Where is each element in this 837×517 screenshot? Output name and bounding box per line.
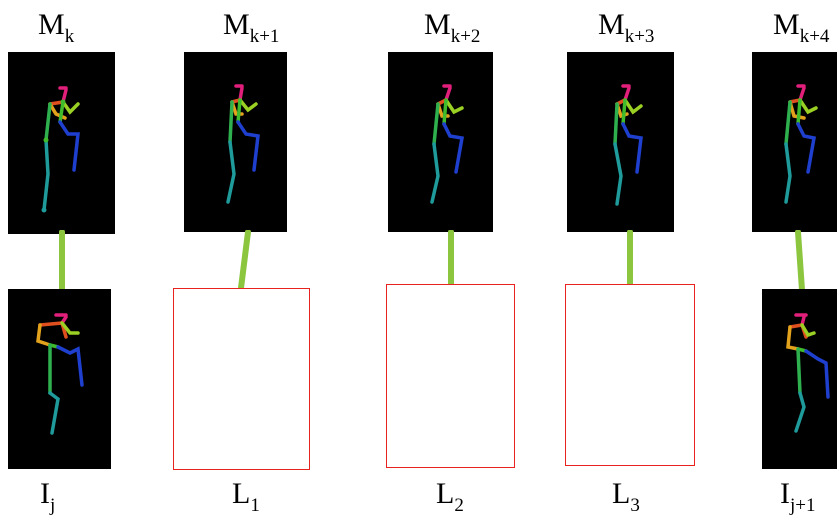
placeholder-frame-l3 [565, 284, 695, 466]
skeleton-pose-icon [430, 84, 465, 204]
skeleton-pose-icon [226, 84, 260, 204]
pose-panel-m-k4 [752, 52, 837, 232]
skeleton-pose-icon [36, 313, 84, 435]
label-l-3: L3 [612, 477, 640, 516]
placeholder-frame-l2 [386, 284, 515, 468]
pose-panel-i-j [8, 289, 111, 469]
skeleton-pose-icon [41, 86, 80, 213]
pose-panel-m-k [8, 52, 115, 234]
label-m-k: Mk [38, 8, 75, 47]
link-k-to-ij [59, 230, 65, 292]
pose-panel-m-k2 [388, 52, 493, 232]
link-k2-to-l2 [448, 230, 454, 286]
label-m-k1: Mk+1 [223, 8, 280, 47]
pose-panel-i-j1 [762, 289, 837, 469]
pose-panel-m-k3 [567, 52, 674, 232]
label-m-k3: Mk+3 [598, 8, 655, 47]
placeholder-frame-l1 [173, 288, 310, 470]
label-m-k4: Mk+4 [773, 8, 830, 47]
link-k4-to-ij1 [795, 230, 805, 292]
label-l-2: L2 [436, 477, 464, 516]
label-i-j1: Ij+1 [780, 477, 816, 516]
link-k1-to-l1 [238, 230, 251, 290]
skeleton-pose-icon [784, 84, 818, 204]
pose-panel-m-k1 [184, 52, 287, 232]
skeleton-pose-icon [613, 84, 643, 206]
skeleton-pose-icon [786, 313, 830, 433]
label-l-1: L1 [232, 477, 260, 516]
label-m-k2: Mk+2 [424, 8, 481, 47]
label-i-j: Ij [40, 477, 56, 516]
link-k3-to-l3 [627, 230, 633, 286]
